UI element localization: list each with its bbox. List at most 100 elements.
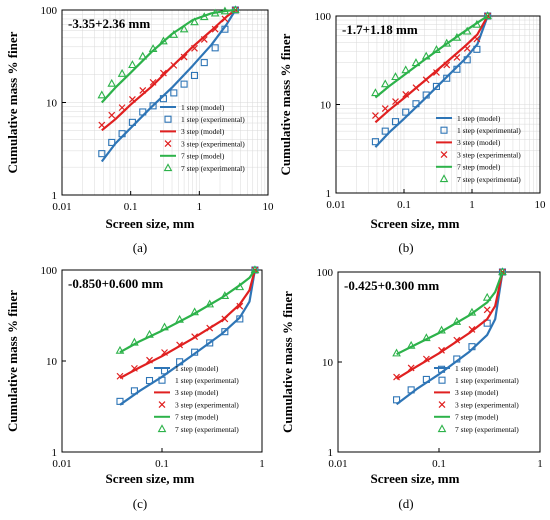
panel-d: 0.01 0.1 1 1 10 100 Screen size, mm Cumulative …: [280, 267, 543, 511]
data-point: [139, 53, 146, 59]
legend-swatch: [439, 425, 446, 431]
y-tick-label: 1: [328, 447, 334, 459]
legend-entry: 1 step (experimental): [181, 115, 245, 124]
y-tick-label: 1: [52, 447, 58, 459]
x-axis-title: Screen size, mm: [106, 216, 195, 231]
x-tick-label: 10: [263, 201, 275, 213]
y-tick-label: 100: [41, 5, 58, 17]
data-point: [109, 112, 115, 118]
data-point: [382, 81, 389, 87]
y-tick-label: 10: [320, 100, 332, 112]
legend-entry: 3 step (experimental): [175, 400, 239, 409]
legend: 1 step (model) 1 step (experimental) 3 ste…: [160, 103, 245, 173]
y-tick-label: 100: [41, 265, 58, 277]
panel-caption: (d): [398, 496, 413, 511]
panel-title: -0.850+0.600 mm: [68, 276, 163, 291]
y-axis-title: Cumulative mass % finer: [5, 31, 20, 173]
legend-entry: 1 step (experimental): [175, 376, 239, 385]
legend-swatch: [441, 152, 447, 158]
legend-swatch: [165, 164, 172, 170]
x-tick-label: 0.01: [52, 201, 71, 213]
panel-c: 0.01 0.1 1110100Screen size, mmCumulative …: [5, 265, 265, 511]
data-point: [372, 113, 378, 119]
legend-swatch: [441, 127, 447, 133]
legend-entry: 7 step (experimental): [175, 425, 239, 434]
x-tick-label: 10: [535, 199, 547, 211]
legend-entry: 7 step (experimental): [457, 175, 521, 184]
legend-entry: 7 step (model): [455, 413, 499, 422]
data-point: [129, 96, 135, 102]
data-point: [129, 61, 136, 67]
legend-swatch: [159, 425, 166, 431]
x-tick-label: 0.1: [432, 458, 446, 470]
legend-swatch: [165, 141, 171, 147]
legend-swatch: [439, 377, 445, 383]
panel-a: 0.01 0.1 1 10 1 10 100 Screen size, mm Cumulativ…: [5, 5, 274, 255]
data-point: [464, 45, 470, 51]
x-tick-label: 0.1: [124, 201, 138, 213]
panel-title: -3.35+2.36 mm: [68, 16, 150, 31]
data-point: [98, 92, 105, 98]
legend-entry: 7 step (model): [457, 163, 501, 172]
x-tick-label: 1: [469, 199, 475, 211]
x-tick-label: 1: [197, 201, 203, 213]
data-point: [392, 73, 399, 79]
y-tick-label: 1: [52, 190, 58, 202]
y-tick-label: 100: [315, 11, 332, 23]
legend-entry: 3 step (model): [457, 138, 501, 147]
panel-title: -1.7+1.18 mm: [342, 22, 418, 37]
panel-title: -0.425+0.300 mm: [344, 278, 439, 293]
legend-entry: 3 step (experimental): [455, 400, 519, 409]
y-tick-label: 100: [317, 267, 334, 279]
legend-entry: 3 step (model): [175, 388, 219, 397]
legend-entry: 7 step (model): [181, 152, 225, 161]
legend-entry: 7 step (experimental): [455, 425, 519, 434]
data-point: [119, 70, 126, 76]
legend-entry: 1 step (experimental): [455, 376, 519, 385]
data-point: [212, 45, 218, 51]
y-axis-title: Cumulative mass % finer: [280, 291, 295, 433]
data-point: [140, 87, 146, 93]
data-point: [108, 80, 115, 86]
x-tick-label: 0.1: [397, 199, 411, 211]
data-point: [171, 90, 177, 96]
data-point: [484, 294, 491, 300]
legend-swatch: [441, 175, 448, 181]
legend-entry: 1 step (model): [455, 364, 499, 373]
data-point: [99, 151, 105, 157]
legend-entry: 1 step (model): [457, 114, 501, 123]
x-tick-label: 1: [259, 458, 265, 470]
y-tick-label: 1: [326, 188, 332, 200]
panel-caption: (b): [398, 240, 413, 255]
legend: 1 step (model) 1 step (experimental) 3 ste…: [434, 364, 519, 434]
legend-entry: 3 step (model): [455, 388, 499, 397]
legend-swatch: [165, 116, 171, 122]
legend-swatch: [159, 402, 165, 408]
data-point: [372, 89, 379, 95]
data-point: [201, 60, 207, 66]
data-point: [402, 66, 409, 72]
legend-swatch: [439, 402, 445, 408]
x-tick-label: 0.01: [326, 199, 345, 211]
x-tick-label: 0.01: [328, 458, 347, 470]
legend-entry: 3 step (experimental): [457, 150, 521, 159]
data-point: [484, 307, 490, 313]
legend-entry: 3 step (experimental): [181, 139, 245, 148]
y-tick-label: 10: [322, 357, 334, 369]
y-axis-title: Cumulative mass % finer: [5, 290, 20, 432]
legend-entry: 7 step (model): [175, 413, 219, 422]
x-axis-title: Screen size, mm: [371, 216, 460, 231]
x-tick-label: 0.01: [52, 458, 71, 470]
legend-entry: 1 step (model): [175, 364, 219, 373]
legend-entry: 3 step (model): [181, 127, 225, 136]
y-axis-title: Cumulative mass % finer: [278, 33, 293, 175]
legend-entry: 1 step (experimental): [457, 126, 521, 135]
legend-entry: 1 step (model): [181, 103, 225, 112]
legend-entry: 7 step (experimental): [181, 164, 245, 173]
y-tick-label: 10: [46, 356, 58, 368]
x-tick-label: 1: [537, 458, 543, 470]
panel-b: 0.01 0.1 1 10 1 10 100 Screen size, mm Cumulativ…: [278, 11, 546, 255]
panel-caption: (a): [133, 240, 147, 255]
